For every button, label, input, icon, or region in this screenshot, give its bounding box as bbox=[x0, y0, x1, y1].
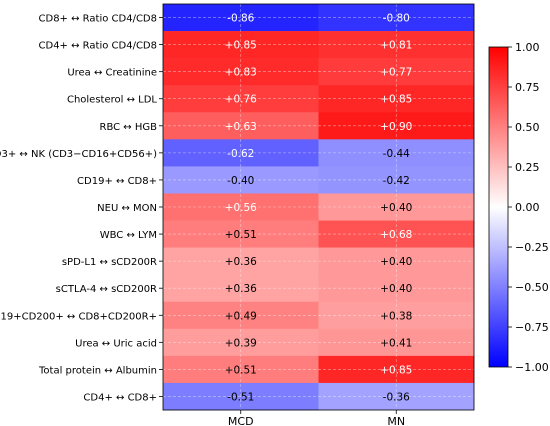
column-label: MN bbox=[387, 415, 405, 426]
cell-value-label: +0.90 bbox=[380, 121, 412, 133]
row-label: WBC ↔ LYM bbox=[100, 230, 157, 241]
cell-value-label: -0.51 bbox=[227, 391, 254, 403]
cell-value-label: -0.44 bbox=[383, 148, 410, 160]
row-label: NEU ↔ MON bbox=[97, 203, 157, 214]
column-labels: MCD MN bbox=[228, 410, 405, 426]
row-label: CD4+ ↔ CD8+ bbox=[83, 392, 157, 403]
row-label: CD3+ ↔ NK (CD3−CD16+CD56+) bbox=[0, 149, 157, 160]
cell-value-label: +0.36 bbox=[225, 283, 257, 295]
cell-value-label: -0.80 bbox=[383, 13, 410, 25]
cell-value-label: +0.77 bbox=[380, 67, 412, 79]
row-labels: CD8+ ↔ Ratio CD4/CD8 CD4+ ↔ Ratio CD4/CD8… bbox=[0, 14, 163, 403]
cell-value-label: +0.40 bbox=[380, 283, 412, 295]
cell-value-label: +0.56 bbox=[225, 202, 257, 214]
row-label: CD19+CD200+ ↔ CD8+CD200R+ bbox=[0, 311, 157, 322]
row-label: CD19+ ↔ CD8+ bbox=[77, 176, 157, 187]
cell-value-label: +0.39 bbox=[225, 337, 257, 349]
cell-value-label: +0.49 bbox=[225, 310, 257, 322]
cell-value-label: +0.83 bbox=[225, 67, 257, 79]
row-label: RBC ↔ HGB bbox=[100, 122, 158, 133]
colorbar-tick-label: 0.25 bbox=[515, 161, 540, 174]
cell-value-label: +0.68 bbox=[380, 229, 412, 241]
colorbar-tick-label: 0.75 bbox=[515, 81, 540, 94]
cell-value-label: +0.51 bbox=[225, 364, 257, 376]
cell-value-label: +0.63 bbox=[225, 121, 257, 133]
heatmap-grid bbox=[162, 3, 475, 411]
cell-value-label: +0.85 bbox=[380, 94, 412, 106]
cell-value-label: +0.40 bbox=[380, 256, 412, 268]
row-label: sPD-L1 ↔ sCD200R bbox=[62, 257, 157, 268]
cell-value-label: +0.36 bbox=[225, 256, 257, 268]
row-label: CD8+ ↔ Ratio CD4/CD8 bbox=[39, 14, 157, 25]
colorbar-tick-label: 1.00 bbox=[515, 41, 540, 54]
heatmap-frame bbox=[162, 3, 475, 411]
cell-value-label: -0.40 bbox=[227, 175, 254, 187]
cell-value-label: -0.86 bbox=[227, 13, 254, 25]
column-label: MCD bbox=[228, 415, 254, 426]
colorbar-tick-label: −0.75 bbox=[515, 321, 549, 334]
cell-value-label: +0.76 bbox=[225, 94, 257, 106]
colorbar-gradient bbox=[488, 46, 509, 368]
cell-value-label: +0.38 bbox=[380, 310, 412, 322]
cell-value-label: -0.42 bbox=[383, 175, 410, 187]
row-label: Urea ↔ Creatinine bbox=[67, 68, 157, 79]
colorbar-tick-label: −1.00 bbox=[515, 361, 549, 374]
colorbar-tick-label: 0.50 bbox=[515, 121, 540, 134]
cell-value-label: +0.41 bbox=[380, 337, 412, 349]
row-label: Cholesterol ↔ LDL bbox=[67, 95, 157, 106]
row-label: sCTLA-4 ↔ sCD200R bbox=[56, 284, 157, 295]
cell-value-label: +0.51 bbox=[225, 229, 257, 241]
cell-value-label: +0.85 bbox=[380, 364, 412, 376]
row-label: CD4+ ↔ Ratio CD4/CD8 bbox=[39, 41, 157, 52]
cell-value-label: +0.85 bbox=[225, 40, 257, 52]
cell-value-label: -0.36 bbox=[383, 391, 410, 403]
colorbar: 1.00 0.75 0.50 0.25 0.00 −0.25 −0.50 −0.75 −1.00 bbox=[488, 41, 549, 374]
row-label: Urea ↔ Uric acid bbox=[75, 338, 157, 349]
row-label: Total protein ↔ Albumin bbox=[38, 365, 157, 376]
cell-value-label: -0.62 bbox=[227, 148, 254, 160]
colorbar-tick-label: −0.50 bbox=[515, 281, 549, 294]
cell-value-label: +0.81 bbox=[380, 40, 412, 52]
colorbar-tick-label: −0.25 bbox=[515, 241, 549, 254]
cell-value-labels: -0.86 -0.80 +0.85 +0.81 +0.83 +0.77 +0.76 +0.85… bbox=[225, 13, 413, 404]
cell-value-label: +0.40 bbox=[380, 202, 412, 214]
colorbar-tick-label: 0.00 bbox=[515, 201, 540, 214]
